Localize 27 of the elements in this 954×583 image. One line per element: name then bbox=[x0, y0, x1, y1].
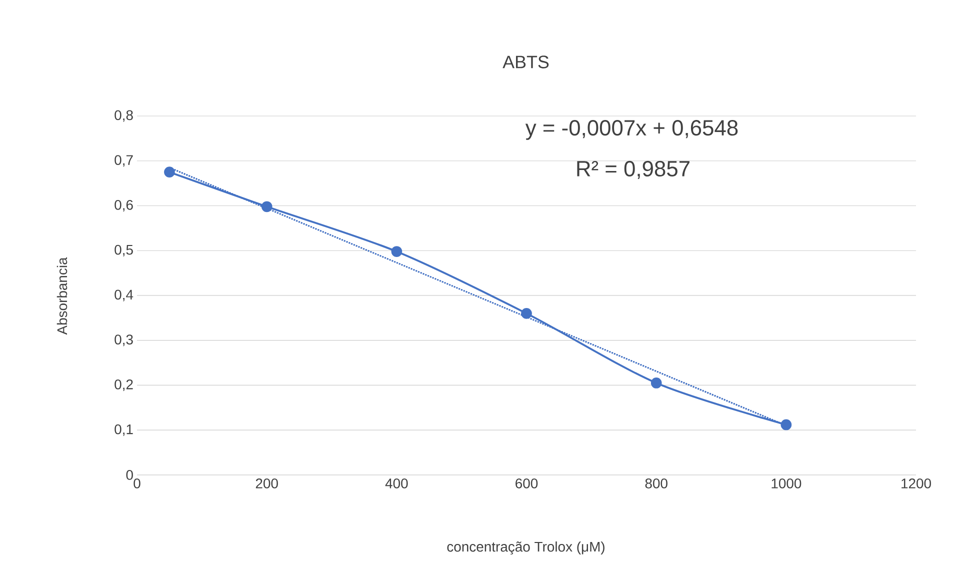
y-tick-label: 0,6 bbox=[114, 200, 133, 212]
y-tick-label: 0,8 bbox=[114, 110, 133, 122]
point bbox=[261, 201, 272, 212]
y-tick-label: 0,1 bbox=[114, 424, 133, 436]
annotation: y = -0,0007x + 0,6548 bbox=[525, 120, 738, 140]
y-tick-label: 0,3 bbox=[114, 334, 133, 346]
point bbox=[650, 378, 662, 388]
point bbox=[391, 246, 402, 257]
y-axis-title: Absorbancia bbox=[56, 257, 68, 335]
y-tick-label: 0 bbox=[126, 470, 133, 480]
x-tick-label: 600 bbox=[516, 478, 538, 488]
x-tick-label: 1000 bbox=[772, 478, 802, 488]
point bbox=[164, 166, 175, 178]
x-axis-title: concentração Trolox (μM) bbox=[447, 541, 604, 555]
x-tick-label: 800 bbox=[645, 478, 668, 488]
y-tick-label: 0,7 bbox=[114, 155, 133, 167]
annotation: R² = 0,9857 bbox=[577, 160, 690, 180]
x-tick-label: 400 bbox=[385, 478, 408, 488]
y-tick-label: 0,2 bbox=[114, 379, 133, 391]
x-tick-label: 0 bbox=[134, 478, 140, 488]
x-tick-label: 1200 bbox=[902, 478, 931, 488]
point bbox=[780, 419, 792, 430]
x-tick-label: 200 bbox=[256, 478, 278, 488]
y-tick-label: 0,4 bbox=[114, 290, 134, 302]
y-tick-label: 0,5 bbox=[114, 244, 133, 256]
chart-title: ABTS bbox=[502, 56, 549, 68]
point bbox=[521, 308, 532, 319]
